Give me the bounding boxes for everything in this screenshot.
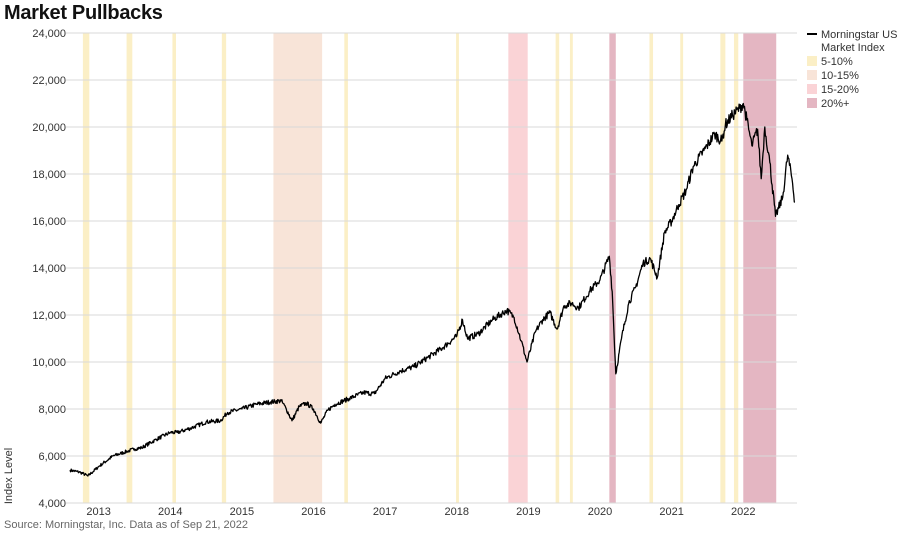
y-axis-label: Index Level	[3, 448, 15, 504]
x-tick-label: 2016	[301, 506, 325, 518]
series-line-0	[69, 102, 796, 477]
y-tick-label: 16,000	[32, 216, 66, 228]
legend-label: Morningstar US Market Index	[821, 29, 897, 54]
y-tick-label: 24,000	[32, 28, 66, 40]
y-tick-label: 20,000	[32, 122, 66, 134]
legend-swatch-2	[807, 70, 817, 80]
legend-swatch-4	[807, 98, 817, 108]
y-tick-label: 8,000	[38, 404, 66, 416]
chart-title: Market Pullbacks	[4, 2, 163, 24]
y-tick-label: 14,000	[32, 263, 66, 275]
series-lines	[69, 102, 796, 477]
y-tick-labels: 4,000 6,000 8,000 10,000 12,000 14,000 16,000 1…	[32, 28, 66, 510]
grid-lines	[66, 32, 797, 504]
legend-label: 5-10%	[821, 56, 853, 68]
y-tick-label: 10,000	[32, 357, 66, 369]
source-note: Source: Morningstar, Inc. Data as of Sep…	[4, 519, 248, 531]
x-tick-label: 2017	[373, 506, 397, 518]
x-tick-label: 2014	[158, 506, 182, 518]
x-tick-label: 2013	[86, 506, 110, 518]
x-tick-label: 2021	[659, 506, 683, 518]
y-tick-label: 4,000	[38, 498, 66, 510]
x-tick-labels: 2013 2014 2015 2016 2017 2018 2019 2020 2021 2022	[86, 506, 755, 518]
y-tick-label: 22,000	[32, 75, 66, 87]
y-tick-label: 6,000	[38, 451, 66, 463]
y-tick-label: 18,000	[32, 169, 66, 181]
x-tick-label: 2015	[230, 506, 254, 518]
y-tick-label: 12,000	[32, 310, 66, 322]
legend-label: 20%+	[821, 98, 849, 110]
x-tick-label: 2019	[516, 506, 540, 518]
legend-label: 15-20%	[821, 84, 859, 96]
x-tick-label: 2020	[588, 506, 612, 518]
legend-swatch-1	[807, 56, 817, 66]
legend-label: 10-15%	[821, 70, 859, 82]
legend: Morningstar US Market Index 5-10% 10-15% 15-…	[807, 29, 897, 110]
x-tick-label: 2022	[731, 506, 755, 518]
legend-swatch-3	[807, 84, 817, 94]
x-tick-label: 2018	[445, 506, 469, 518]
